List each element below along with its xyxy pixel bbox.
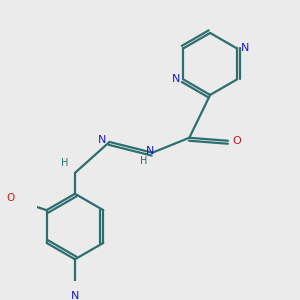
Text: N: N: [171, 74, 180, 84]
Text: H: H: [61, 158, 68, 168]
Text: O: O: [232, 136, 241, 146]
Text: N: N: [146, 146, 154, 156]
Text: N: N: [98, 135, 106, 145]
Text: O: O: [7, 193, 15, 203]
Text: H: H: [0, 193, 1, 203]
Text: N: N: [71, 291, 79, 300]
Text: H: H: [140, 156, 148, 166]
Text: N: N: [241, 44, 249, 53]
